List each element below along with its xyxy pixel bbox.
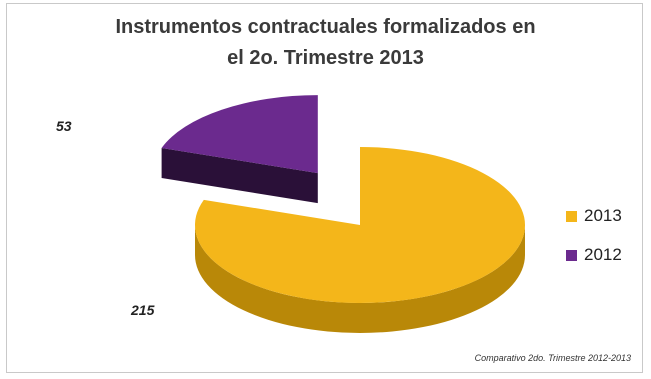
slice-2012-side <box>161 95 318 204</box>
slice-2013-wall <box>195 225 525 333</box>
chart-title: Instrumentos contractuales formalizados … <box>0 12 651 74</box>
data-label-2013: 215 <box>130 302 155 318</box>
chart-title-line-2: el 2o. Trimestre 2013 <box>227 47 424 69</box>
legend-label-2012: 2012 <box>584 245 622 264</box>
legend-entry-2012: 2012 <box>566 245 622 265</box>
chart-annotation: Comparativo 2do. Trimestre 2012-2013 <box>474 353 631 363</box>
legend-swatch-2013 <box>566 210 577 222</box>
slice-2013 <box>194 147 525 303</box>
pie-sides <box>161 95 525 333</box>
pie-tops <box>161 95 525 303</box>
legend-label-2013: 2013 <box>584 206 622 225</box>
legend-swatch-2012 <box>566 249 577 261</box>
chart-title-line-1: Instrumentos contractuales formalizados … <box>115 16 536 38</box>
slice-2012 <box>161 95 318 174</box>
legend-entry-2013: 2013 <box>566 206 622 226</box>
data-label-2012: 53 <box>56 118 72 134</box>
